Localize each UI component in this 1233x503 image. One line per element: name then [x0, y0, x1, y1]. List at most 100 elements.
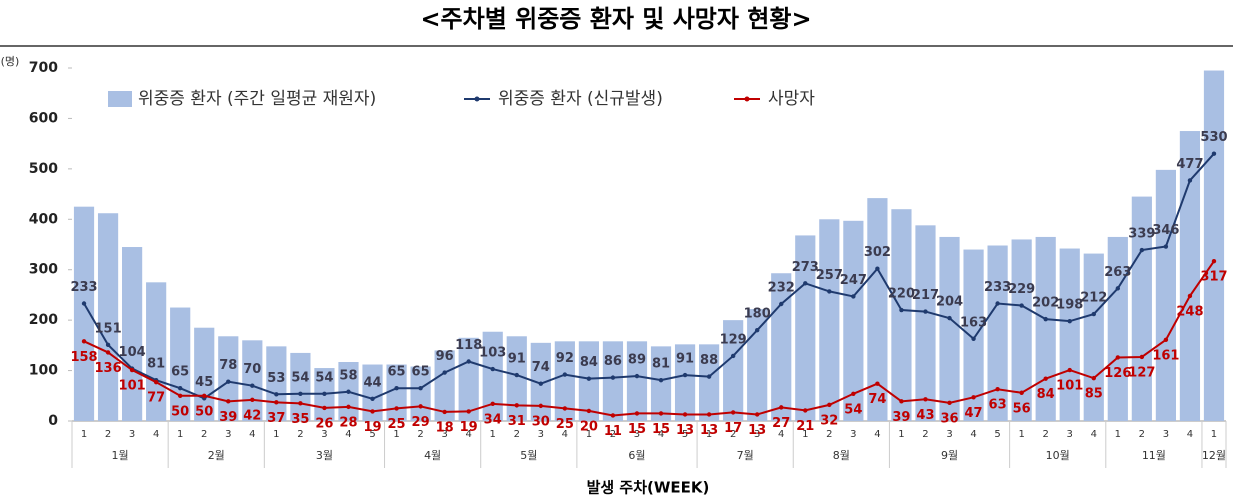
x-tick-label: 5 [682, 429, 688, 440]
x-tick-label: 4 [1091, 429, 1097, 440]
month-label: 2월 [208, 449, 225, 462]
bar [1155, 169, 1176, 421]
x-tick-label: 3 [850, 429, 856, 440]
data-label: 36 [940, 411, 958, 426]
marker [81, 339, 87, 344]
legend-swatch [108, 91, 132, 107]
marker [1091, 311, 1096, 317]
bar [674, 344, 696, 421]
bar [122, 247, 143, 421]
marker [105, 342, 111, 348]
data-label: 118 [455, 338, 482, 353]
x-tick-label: 1 [81, 429, 87, 440]
x-tick-label: 4 [562, 429, 568, 440]
data-label: 18 [436, 420, 454, 435]
month-label: 5월 [520, 449, 537, 462]
marker [1211, 258, 1217, 264]
y-tick-label: 600 [29, 110, 58, 126]
marker [418, 386, 423, 391]
marker [779, 301, 784, 307]
x-tick-label: 3 [1163, 429, 1169, 440]
data-label: 232 [768, 281, 795, 296]
month-label: 10월 [1046, 449, 1070, 462]
marker [634, 373, 640, 379]
marker [634, 411, 640, 416]
marker [827, 402, 832, 408]
data-label: 17 [724, 421, 742, 436]
data-label: 26 [315, 416, 333, 431]
x-tick-label: 1 [586, 429, 592, 440]
x-tick-label: 3 [441, 429, 447, 440]
marker [370, 396, 375, 402]
marker [947, 315, 952, 321]
data-label: 39 [219, 410, 237, 425]
bar [843, 220, 864, 421]
marker [562, 406, 568, 411]
data-label: 88 [700, 353, 718, 368]
data-label: 37 [267, 411, 285, 426]
data-label: 74 [532, 360, 550, 375]
data-label: 233 [984, 280, 1011, 295]
marker [562, 372, 568, 377]
marker [81, 301, 87, 306]
marker [610, 413, 616, 418]
data-label: 58 [339, 368, 357, 383]
data-label: 77 [147, 391, 165, 406]
data-label: 25 [556, 417, 574, 432]
x-tick-label: 2 [1139, 429, 1145, 440]
x-tick-label: 3 [321, 429, 327, 440]
x-tick-label: 4 [153, 429, 159, 440]
data-label: 91 [508, 352, 526, 367]
legend-label: 위중증 환자 (신규발생) [498, 89, 663, 109]
marker [1019, 390, 1024, 395]
x-tick-label: 4 [970, 429, 976, 440]
marker [682, 372, 688, 378]
legend-swatch [474, 96, 480, 102]
x-tick-label: 2 [105, 429, 111, 440]
x-tick-label: 1 [1018, 429, 1024, 440]
month-label: 9월 [941, 449, 958, 462]
marker [298, 401, 303, 406]
marker [923, 309, 928, 314]
x-tick-label: 4 [658, 429, 664, 440]
data-label: 91 [676, 352, 694, 367]
marker [995, 301, 1000, 306]
bar [97, 213, 119, 421]
marker [177, 386, 183, 391]
marker [105, 350, 111, 355]
data-label: 229 [1008, 282, 1035, 297]
marker [514, 372, 519, 378]
x-tick-label: 2 [826, 429, 832, 440]
data-label: 63 [989, 398, 1007, 413]
y-tick-label: 300 [29, 262, 58, 278]
x-tick-label: 3 [225, 429, 231, 440]
marker [177, 393, 183, 398]
data-label: 127 [1128, 365, 1155, 380]
marker [899, 307, 904, 313]
bar [819, 219, 840, 421]
x-tick-label: 1 [177, 429, 183, 440]
data-label: 65 [171, 365, 189, 380]
data-label: 346 [1152, 223, 1179, 238]
y-tick-label: 400 [29, 211, 58, 227]
marker [274, 400, 279, 405]
bar [1203, 70, 1225, 422]
data-label: 74 [868, 392, 886, 407]
marker [298, 391, 303, 396]
marker [899, 399, 904, 404]
data-label: 233 [70, 280, 97, 295]
marker [466, 409, 471, 414]
data-label: 477 [1176, 157, 1203, 172]
x-tick-label: 3 [946, 429, 952, 440]
data-label: 19 [363, 420, 381, 435]
bar [699, 344, 720, 421]
marker [995, 387, 1000, 392]
unit-label: (명) [1, 55, 20, 68]
data-label: 204 [936, 295, 963, 310]
data-label: 198 [1056, 298, 1083, 313]
bar [554, 341, 575, 421]
marker [875, 381, 880, 386]
data-label: 86 [604, 354, 622, 369]
data-label: 70 [243, 362, 261, 377]
data-label: 84 [1037, 387, 1055, 402]
